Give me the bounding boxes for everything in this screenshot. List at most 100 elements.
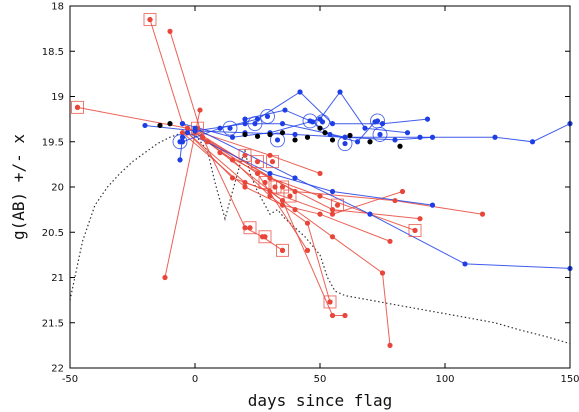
red-point xyxy=(304,220,311,226)
red-box-marker xyxy=(276,180,289,194)
red-box-marker xyxy=(408,223,422,237)
x-tick-label: -50 xyxy=(62,374,78,385)
red-boxed-point xyxy=(279,247,286,253)
blue-point xyxy=(327,131,333,138)
red-point xyxy=(167,28,173,34)
red-series-line xyxy=(219,152,421,220)
black-point xyxy=(157,122,163,129)
blue-ring-marker xyxy=(247,116,263,132)
x-tick-label: 150 xyxy=(560,374,579,385)
red-series-line xyxy=(202,136,483,215)
blue-point xyxy=(429,134,436,140)
red-series-line xyxy=(77,106,321,174)
red-point xyxy=(479,211,486,217)
red-box-marker xyxy=(258,230,272,244)
blue-point xyxy=(392,137,398,143)
red-point xyxy=(379,270,386,276)
red-box-marker xyxy=(251,155,264,169)
blue-ringed-point xyxy=(252,121,258,127)
blue-point xyxy=(529,139,536,145)
blue-series-line xyxy=(187,132,433,206)
black-point xyxy=(322,130,328,136)
red-box-marker xyxy=(283,189,297,203)
blue-ringed-point xyxy=(227,125,233,131)
x-axis-title: days since flag xyxy=(248,391,393,410)
blue-ringed-point xyxy=(264,113,271,120)
red-boxed-point xyxy=(412,227,418,234)
red-point xyxy=(179,130,186,136)
black-point xyxy=(254,133,261,139)
blue-point xyxy=(142,122,148,129)
red-point xyxy=(242,184,248,190)
blue-point xyxy=(342,134,348,140)
red-box-marker xyxy=(243,221,257,235)
red-point xyxy=(387,342,393,348)
blue-ring-marker xyxy=(260,108,275,124)
x-tick-label: 0 xyxy=(192,374,198,385)
y-tick-label: 22 xyxy=(51,364,64,375)
blue-point xyxy=(297,89,303,95)
red-point xyxy=(267,193,273,199)
red-point xyxy=(342,312,348,319)
blue-ringed-point xyxy=(319,119,326,125)
red-box-marker xyxy=(331,198,344,212)
red-boxed-point xyxy=(242,152,248,158)
blue-point xyxy=(424,116,431,122)
blue-point xyxy=(329,188,336,195)
blue-point xyxy=(184,130,191,136)
red-point xyxy=(254,170,261,177)
red-point xyxy=(399,188,406,195)
y-tick-label: 21 xyxy=(51,273,64,284)
blue-ring-marker xyxy=(270,132,285,148)
red-point xyxy=(204,139,211,145)
red-boxed-point xyxy=(327,299,333,305)
black-point xyxy=(304,134,311,140)
red-point xyxy=(242,225,248,231)
blue-point xyxy=(217,125,223,131)
blue-point xyxy=(329,121,336,127)
red-boxed-point xyxy=(287,193,293,199)
red-point xyxy=(392,197,398,204)
red-box-marker xyxy=(191,121,204,135)
red-boxed-point xyxy=(269,159,276,165)
red-boxed-point xyxy=(262,179,268,186)
blue-ringed-point xyxy=(307,118,313,124)
blue-point xyxy=(367,211,373,217)
red-point xyxy=(199,134,206,140)
blue-point xyxy=(292,131,298,138)
black-point xyxy=(347,132,353,139)
blue-point xyxy=(362,125,368,131)
y-tick-label: 19 xyxy=(51,92,64,103)
black-point xyxy=(279,130,286,136)
blue-point xyxy=(242,116,248,122)
red-boxed-point xyxy=(334,202,341,208)
red-boxed-point xyxy=(279,184,286,190)
black-point xyxy=(267,131,273,138)
red-boxed-point xyxy=(262,234,268,240)
y-tick-label: 21.5 xyxy=(42,318,64,329)
y-tick-label: 18 xyxy=(51,2,64,13)
red-series-line xyxy=(149,19,331,303)
blue-point xyxy=(337,89,343,95)
red-point xyxy=(317,193,323,199)
blue-ringed-point xyxy=(274,137,281,143)
black-point xyxy=(367,139,373,145)
x-tick-label: 100 xyxy=(435,374,454,385)
red-box-marker xyxy=(71,100,84,114)
blue-point xyxy=(192,125,198,131)
red-point xyxy=(317,211,323,217)
black-point xyxy=(242,131,248,138)
black-point xyxy=(329,137,336,143)
blue-ringed-point xyxy=(342,140,348,147)
blue-point xyxy=(462,261,468,267)
blue-ringed-point xyxy=(177,139,183,145)
red-boxed-point xyxy=(247,225,253,231)
blue-ring-marker xyxy=(337,136,353,152)
blue-point xyxy=(242,121,248,127)
red-point xyxy=(329,312,336,319)
red-point xyxy=(304,247,311,253)
black-point xyxy=(292,137,298,143)
blue-point xyxy=(179,121,186,127)
axes-layer: -50 0 50 100 150 18 18.5 19 19.5 20 20.5 21 21.5 22 xyxy=(42,2,579,386)
plot-background xyxy=(70,6,570,368)
